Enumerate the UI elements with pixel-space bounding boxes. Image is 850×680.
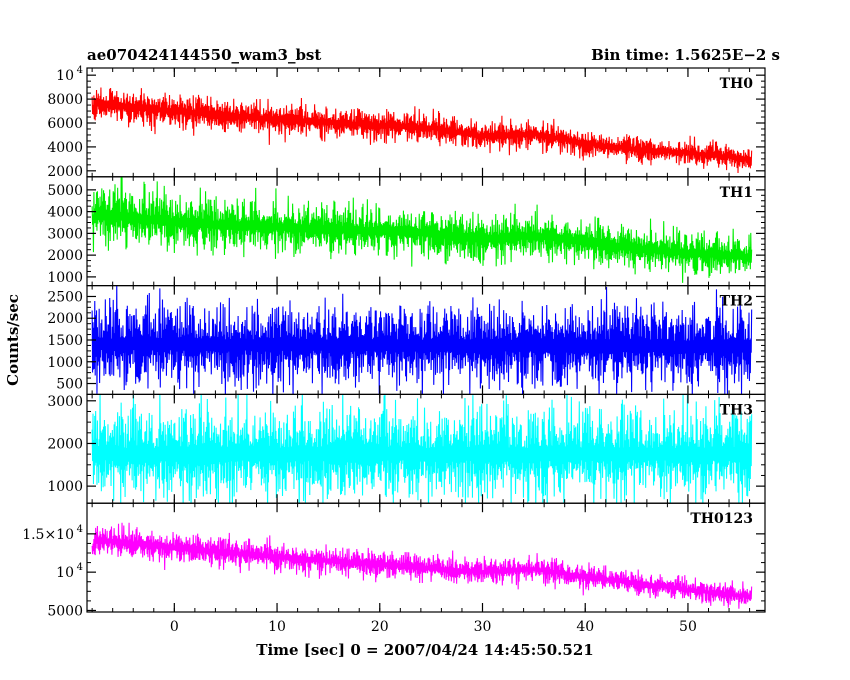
y-tick-label: 3000 — [47, 226, 83, 242]
x-tick-label: 40 — [576, 619, 594, 635]
light-curve-th0 — [92, 88, 752, 173]
panel-label: TH0123 — [690, 511, 753, 527]
chart-title-right: Bin time: 1.5625E−2 s — [591, 46, 780, 64]
panel-th3: 1000 2000 3000 TH3 — [47, 387, 765, 520]
y-tick-label: 6000 — [47, 116, 83, 132]
y-tick-exponent: 4 — [77, 524, 83, 535]
y-tick-label: 500 — [56, 377, 83, 393]
panel-th2: 500 1000 1500 2000 2500 TH2 — [47, 283, 765, 403]
y-tick-label: 1000 — [47, 355, 83, 371]
y-tick-label: 1000 — [47, 479, 83, 495]
y-tick-exponent: 4 — [77, 65, 83, 76]
y-tick-label: 8000 — [47, 92, 83, 108]
y-tick-label: 2000 — [47, 311, 83, 327]
y-tick-label: 2500 — [47, 289, 83, 305]
x-tick-label: 0 — [170, 619, 179, 635]
y-tick-label: 2000 — [47, 436, 83, 452]
x-tick-label: 30 — [474, 619, 492, 635]
light-curve-th1 — [92, 175, 752, 282]
x-axis-label: Time [sec] 0 = 2007/04/24 14:45:50.521 — [256, 641, 593, 659]
y-tick-label: 3000 — [47, 394, 83, 410]
panel-th1: 1000 2000 3000 4000 5000 TH1 — [47, 175, 765, 286]
y-tick-label: 5000 — [47, 183, 83, 199]
x-tick-label: 50 — [679, 619, 697, 635]
x-tick-label: 10 — [268, 619, 286, 635]
y-tick-label: 4000 — [47, 205, 83, 221]
y-tick-exponent: 4 — [77, 562, 83, 573]
y-tick-label: 1000 — [47, 270, 83, 286]
chart-title-left: ae070424144550_wam3_bst — [87, 46, 321, 64]
y-tick-label: 10 — [56, 565, 74, 581]
y-tick-label: 10 — [56, 68, 74, 84]
light-curve-th3 — [92, 387, 752, 520]
panel-th0: 2000 4000 6000 8000 10 4 TH0 — [47, 65, 765, 180]
y-axis-label: Counts/sec — [4, 294, 22, 386]
panel-label: TH3 — [720, 402, 753, 418]
light-curve-th0123 — [92, 523, 752, 609]
y-tick-label: 2000 — [47, 164, 83, 180]
y-tick-label: 5000 — [47, 603, 83, 619]
x-tick-label: 20 — [371, 619, 389, 635]
y-tick-label: 1500 — [47, 333, 83, 349]
light-curve-th2 — [92, 283, 752, 403]
y-tick-label: 4000 — [47, 140, 83, 156]
y-tick-label: 2000 — [47, 248, 83, 264]
panel-label: TH0 — [720, 76, 754, 92]
panel-label: TH1 — [720, 185, 753, 201]
y-tick-label: 1.5×10 — [22, 527, 74, 543]
panel-label: TH2 — [720, 294, 753, 310]
